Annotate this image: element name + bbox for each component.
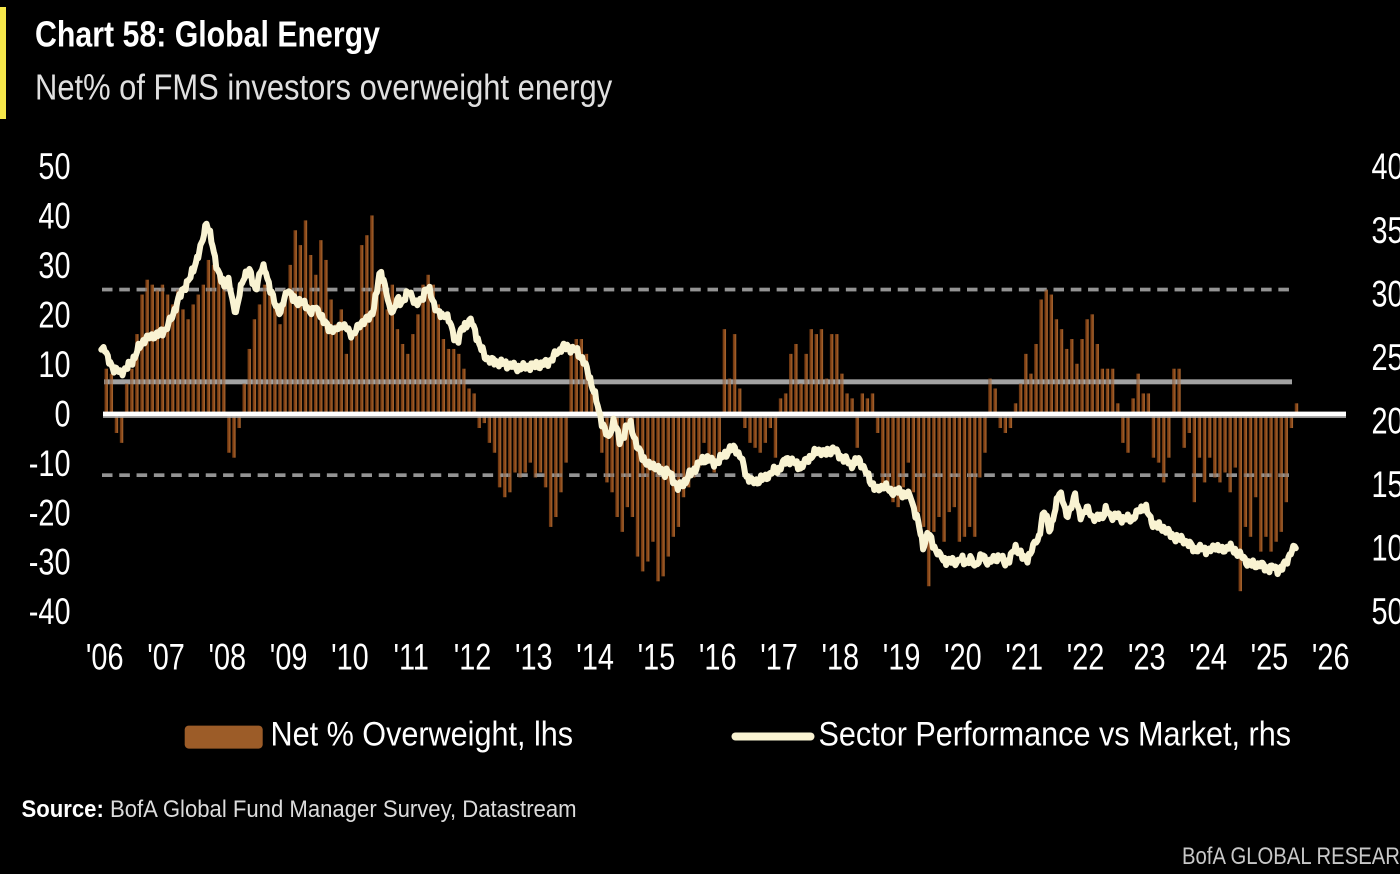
svg-text:'25: '25 xyxy=(1251,637,1289,678)
svg-text:BofA GLOBAL RESEARCH: BofA GLOBAL RESEARCH xyxy=(1182,842,1400,869)
svg-text:350: 350 xyxy=(1372,210,1400,251)
svg-text:'21: '21 xyxy=(1005,637,1043,678)
svg-text:'17: '17 xyxy=(760,637,798,678)
svg-text:400: 400 xyxy=(1372,147,1400,188)
svg-text:'22: '22 xyxy=(1067,637,1105,678)
svg-text:Sector Performance vs Market,: Sector Performance vs Market, rhs xyxy=(819,715,1292,753)
svg-text:150: 150 xyxy=(1372,465,1400,506)
svg-text:-30: -30 xyxy=(29,542,71,583)
svg-text:Net% of FMS investors overweig: Net% of FMS investors overweight energy xyxy=(35,67,612,108)
svg-text:100: 100 xyxy=(1372,528,1400,569)
svg-text:'24: '24 xyxy=(1189,637,1227,678)
svg-text:'12: '12 xyxy=(454,637,492,678)
svg-text:50: 50 xyxy=(1372,592,1400,633)
svg-text:'06: '06 xyxy=(86,637,124,678)
svg-text:-10: -10 xyxy=(29,443,71,484)
svg-text:30: 30 xyxy=(38,246,70,287)
svg-text:200: 200 xyxy=(1372,401,1400,442)
svg-text:'07: '07 xyxy=(147,637,185,678)
svg-text:50: 50 xyxy=(38,147,70,188)
svg-text:'08: '08 xyxy=(208,637,246,678)
svg-text:Source: BofA Global Fund Manag: Source: BofA Global Fund Manager Survey,… xyxy=(22,795,577,822)
svg-text:Chart 58: Global Energy: Chart 58: Global Energy xyxy=(35,15,380,55)
svg-text:300: 300 xyxy=(1372,274,1400,315)
svg-text:'19: '19 xyxy=(883,637,921,678)
svg-text:10: 10 xyxy=(38,345,70,386)
svg-text:'16: '16 xyxy=(699,637,737,678)
svg-text:'13: '13 xyxy=(515,637,553,678)
svg-text:20: 20 xyxy=(38,295,70,336)
svg-text:40: 40 xyxy=(38,196,70,237)
svg-text:'20: '20 xyxy=(944,637,982,678)
svg-text:'09: '09 xyxy=(270,637,308,678)
svg-text:'18: '18 xyxy=(821,637,859,678)
svg-text:'26: '26 xyxy=(1312,637,1350,678)
svg-text:'14: '14 xyxy=(576,637,614,678)
svg-text:-40: -40 xyxy=(29,592,71,633)
svg-text:'15: '15 xyxy=(638,637,676,678)
svg-text:'11: '11 xyxy=(393,637,428,678)
svg-text:250: 250 xyxy=(1372,338,1400,379)
svg-text:Net % Overweight, lhs: Net % Overweight, lhs xyxy=(271,715,574,753)
svg-text:-20: -20 xyxy=(29,493,71,534)
svg-text:'23: '23 xyxy=(1128,637,1166,678)
svg-text:0: 0 xyxy=(54,394,70,435)
svg-text:'10: '10 xyxy=(331,637,369,678)
